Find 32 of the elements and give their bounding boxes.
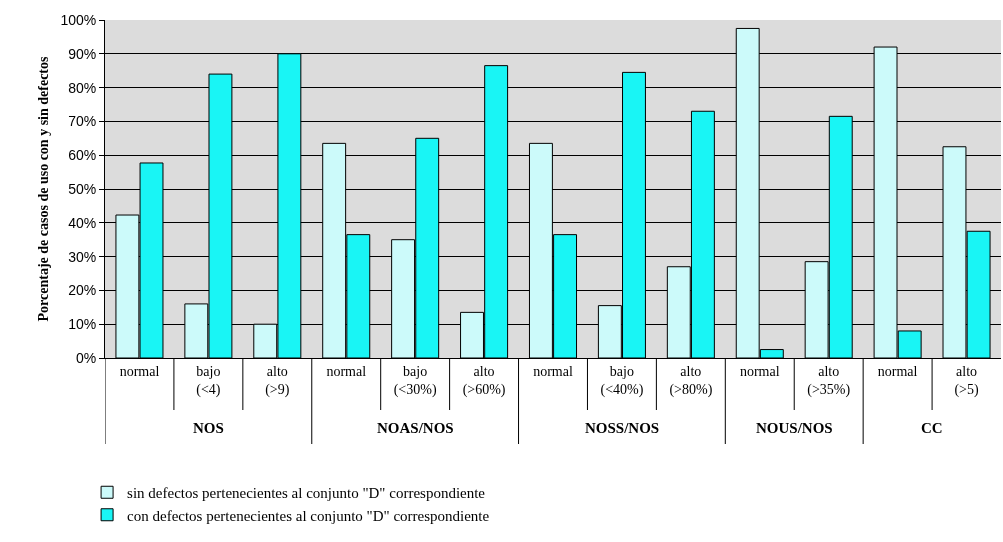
y-tick-label: 60% [68,147,97,164]
text: NOUS/NOS [756,420,833,436]
text: NOAS/NOS [377,420,454,436]
y-tick-label: 90% [68,45,97,62]
y-tick-label: 30% [68,248,97,265]
y-tick-label: 20% [68,282,97,299]
legend-label: con defectos pertenecientes al conjunto "D" correspondiente [127,507,490,524]
legend-label: sin defectos pertenecientes al conjunto "D" correspondiente [127,485,486,502]
x-tick-label: normal [326,363,367,379]
x-tick-label: bajo (<4) [196,363,221,398]
y-axis-title: Porcentaje de casos de uso con y sin defectos [35,55,51,322]
x-tick-label: alto (>9) [265,363,290,398]
y-tick-label: 100% [60,11,97,28]
x-tick-label: bajo (<40%) [600,363,644,398]
x-tick-label: normal [533,363,573,379]
x-tick-label: alto (>5) [954,363,979,398]
text: CC [921,420,943,436]
x-tick-label: normal [739,363,780,379]
x-tick-label: alto (>35%) [807,363,851,398]
x-tick-label: bajo (<30%) [393,363,437,398]
y-tick-label: 0% [75,349,97,366]
x-tick-label: normal [119,363,160,379]
x-tick-label: alto (>80%) [669,363,713,398]
x-tick-label: alto (>60%) [462,363,506,398]
y-tick-label: 40% [68,214,97,231]
y-tick-label: 70% [68,113,97,130]
y-tick-label: 50% [68,180,97,197]
y-tick-label: 10% [68,316,97,333]
text: NOSS/NOS [585,420,660,436]
x-tick-label: normal [877,363,918,379]
text: NOS [193,420,224,436]
y-tick-label: 80% [68,79,97,96]
